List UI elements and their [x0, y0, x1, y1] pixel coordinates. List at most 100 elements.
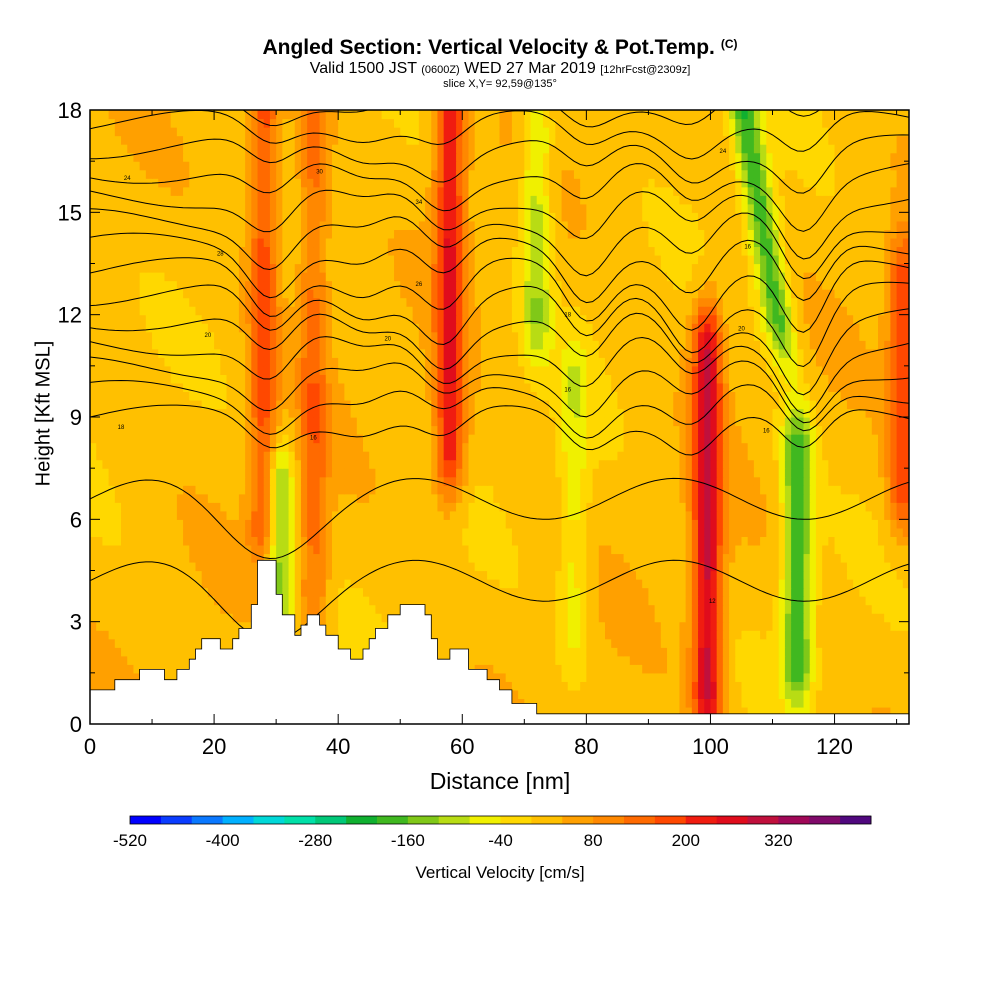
field-cell: [648, 698, 656, 708]
field-cell: [648, 613, 656, 623]
field-cell: [487, 553, 494, 563]
field-cell: [313, 476, 321, 486]
field-cell: [654, 587, 662, 597]
field-cell: [549, 570, 556, 580]
field-cell: [418, 553, 426, 563]
field-cell: [387, 434, 395, 444]
field-cell: [195, 442, 203, 452]
field-cell: [735, 706, 743, 717]
field-cell: [654, 417, 662, 427]
field-cell: [772, 655, 780, 665]
field-cell: [555, 613, 563, 623]
field-cell: [449, 638, 457, 648]
field-cell: [573, 681, 581, 691]
field-cell: [840, 621, 848, 631]
field-cell: [505, 485, 513, 495]
field-cell: [152, 408, 159, 418]
field-cell: [462, 604, 470, 614]
field-cell: [456, 468, 463, 478]
field-cell: [871, 417, 879, 427]
field-cell: [729, 672, 736, 682]
field-cell: [530, 434, 538, 444]
field-cell: [741, 417, 749, 427]
field-cell: [586, 664, 594, 674]
field-cell: [400, 502, 408, 512]
field-cell: [741, 485, 749, 495]
field-cell: [245, 621, 252, 631]
field-cell: [158, 596, 166, 606]
field-cell: [654, 527, 662, 537]
field-cell: [375, 451, 383, 461]
field-cell: [846, 493, 854, 503]
field-cell: [406, 527, 414, 537]
field-cell: [561, 408, 569, 418]
field-cell: [338, 417, 345, 427]
field-cell: [350, 417, 358, 427]
field-cell: [418, 408, 426, 418]
field-cell: [96, 579, 104, 589]
field-cell: [573, 604, 581, 614]
field-cell: [170, 399, 178, 410]
field-cell: [456, 570, 463, 580]
field-cell: [617, 451, 625, 461]
field-cell: [220, 459, 228, 469]
field-cell: [449, 544, 457, 555]
field-cell: [667, 536, 674, 546]
field-cell: [567, 706, 575, 717]
field-cell: [325, 621, 333, 631]
field-cell: [276, 468, 283, 478]
field-cell: [567, 579, 575, 589]
field-cell: [729, 553, 736, 563]
field-cell: [505, 638, 513, 648]
field-cell: [766, 434, 774, 444]
field-cell: [387, 527, 395, 537]
field-cell: [809, 613, 817, 623]
field-cell: [896, 664, 904, 674]
field-cell: [400, 510, 408, 520]
field-cell: [542, 553, 550, 563]
field-cell: [145, 655, 153, 665]
field-cell: [437, 647, 445, 657]
field-cell: [468, 579, 476, 589]
field-cell: [251, 561, 259, 572]
field-cell: [822, 502, 829, 512]
field-cell: [784, 459, 792, 469]
field-cell: [443, 476, 451, 486]
field-cell: [158, 544, 166, 555]
field-cell: [611, 613, 618, 623]
field-cell: [96, 655, 104, 665]
field-cell: [691, 408, 699, 418]
field-cell: [431, 570, 439, 580]
field-cell: [96, 510, 104, 520]
field-cell: [530, 502, 538, 512]
field-cell: [238, 417, 246, 427]
field-cell: [195, 604, 203, 614]
field-cell: [505, 630, 513, 640]
field-cell: [164, 468, 172, 478]
field-cell: [226, 417, 234, 427]
field-cell: [604, 442, 612, 452]
field-cell: [648, 655, 656, 665]
field-cell: [586, 596, 594, 606]
field-cell: [598, 613, 606, 623]
field-cell: [338, 468, 345, 478]
field-cell: [567, 425, 575, 435]
field-cell: [238, 493, 246, 503]
field-cell: [381, 510, 389, 520]
field-cell: [394, 434, 401, 444]
field-cell: [877, 425, 885, 435]
field-cell: [214, 570, 221, 580]
field-cell: [499, 476, 507, 486]
field-cell: [853, 604, 860, 614]
field-cell: [735, 442, 743, 452]
field-cell: [760, 689, 767, 700]
field-cell: [319, 553, 327, 563]
field-cell: [685, 655, 693, 665]
subtitle-date: WED 27 Mar 2019: [459, 60, 601, 77]
field-cell: [791, 655, 798, 665]
field-cell: [884, 468, 891, 478]
field-cell: [567, 561, 575, 572]
field-cell: [238, 570, 246, 580]
field-cell: [164, 493, 172, 503]
field-cell: [319, 451, 327, 461]
